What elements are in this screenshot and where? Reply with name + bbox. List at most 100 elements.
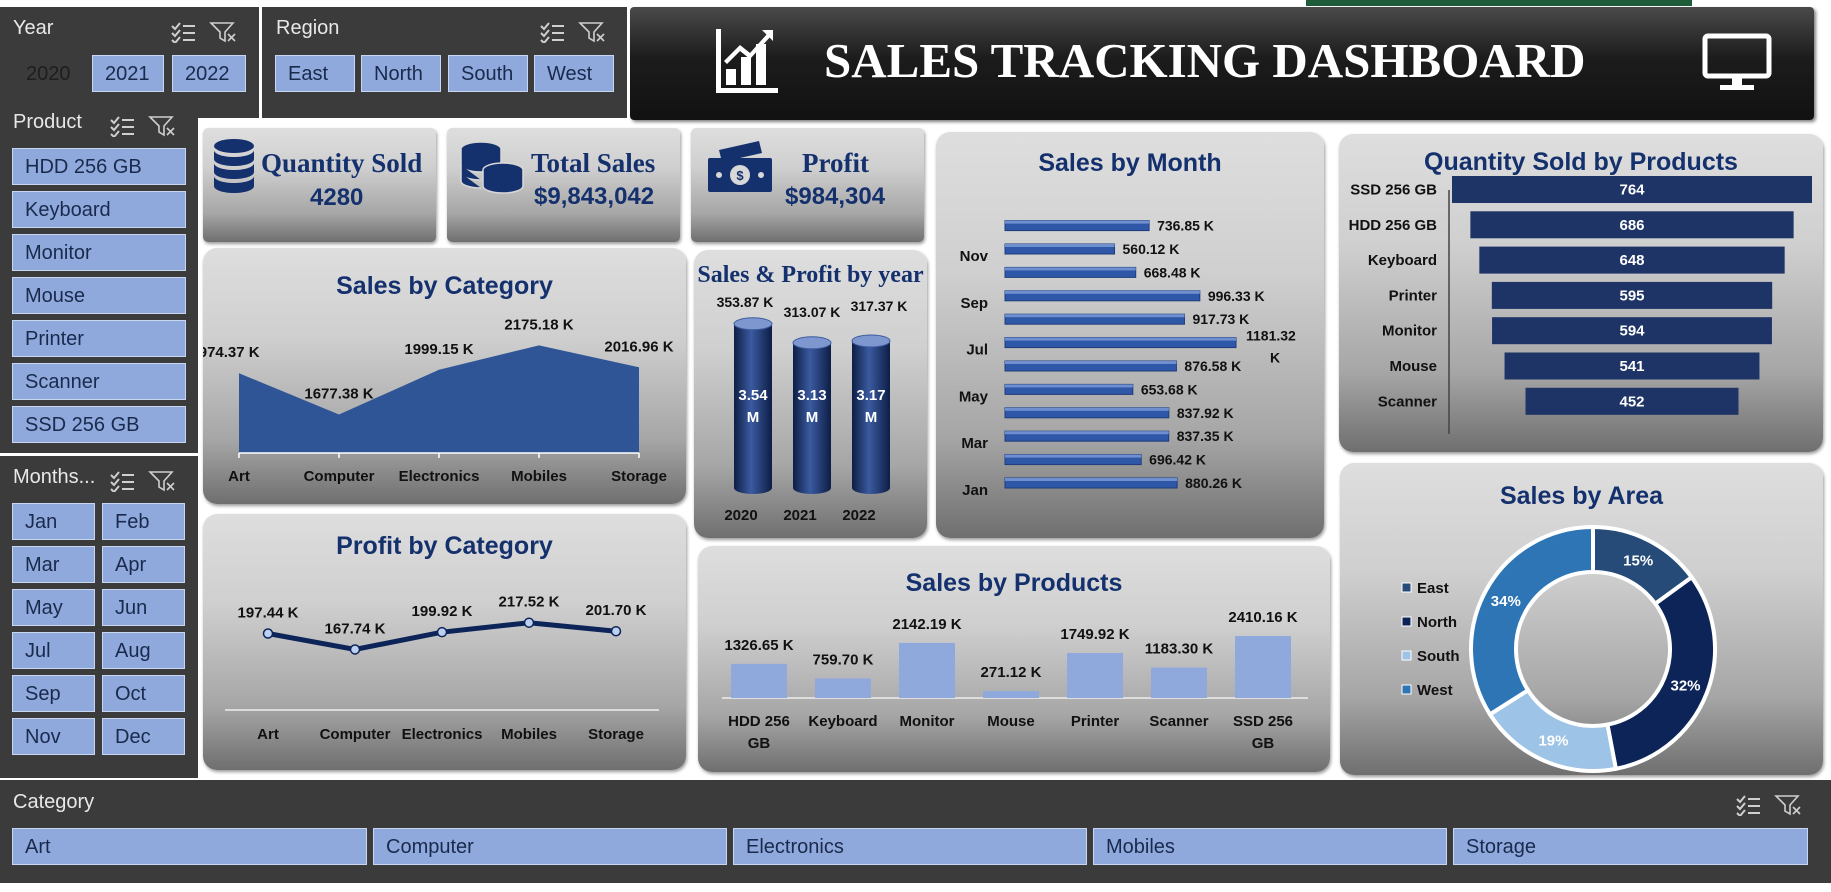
data-label: 1677.38 K	[304, 385, 373, 402]
sales-value-label: 3.13	[797, 387, 826, 404]
sales-category-area	[239, 345, 639, 453]
category-art[interactable]: Art	[12, 828, 367, 865]
product-keyboard[interactable]: Keyboard	[12, 191, 186, 228]
page-title: SALES TRACKING DASHBOARD	[824, 33, 1586, 88]
month-bar-highlight	[1005, 407, 1169, 411]
qty-bar	[1479, 246, 1785, 274]
data-label: 452	[1619, 393, 1644, 410]
category-storage[interactable]: Storage	[1453, 828, 1808, 865]
region-west[interactable]: West	[534, 55, 614, 92]
region-east[interactable]: East	[275, 55, 355, 92]
multiselect-icon[interactable]	[170, 21, 238, 45]
x-tick-label: Art	[228, 468, 250, 485]
year-2022[interactable]: 2022	[172, 55, 246, 92]
kpi-profit-value: $984,304	[785, 183, 886, 210]
data-label: 1181.32	[1246, 328, 1296, 344]
multiselect-icon[interactable]	[539, 21, 607, 45]
data-label: 880.26 K	[1185, 475, 1242, 491]
data-label: 648	[1619, 252, 1644, 269]
month-may[interactable]: May	[12, 589, 95, 626]
data-label: 560.12 K	[1123, 241, 1180, 257]
x-tick-label: HDD 256	[728, 713, 790, 730]
legend-label: North	[1417, 614, 1457, 631]
month-apr[interactable]: Apr	[102, 546, 185, 583]
cylinder-top	[733, 317, 773, 331]
sales-profit-year-card: Sales & Profit by year 3.54 M 353.87 K 2020…	[694, 250, 927, 538]
month-bar-highlight	[1005, 267, 1136, 271]
year-slicer-title: Year	[13, 17, 54, 39]
multiselect-icon[interactable]	[1735, 794, 1803, 818]
months-slicer-title: Months...	[13, 466, 96, 488]
month-dec[interactable]: Dec	[102, 718, 185, 755]
product-bar	[1151, 667, 1207, 698]
month-jun[interactable]: Jun	[102, 589, 185, 626]
month-jan[interactable]: Jan	[12, 503, 95, 540]
x-tick-label: Storage	[611, 468, 667, 485]
data-label: 541	[1619, 358, 1644, 375]
data-label: 2175.18 K	[504, 316, 573, 333]
product-printer[interactable]: Printer	[12, 320, 186, 357]
year-2021[interactable]: 2021	[92, 55, 164, 92]
category-electronics[interactable]: Electronics	[733, 828, 1087, 865]
y-tick-label: Printer	[1389, 287, 1438, 304]
data-label: 197.44 K	[238, 605, 299, 622]
x-tick-label: Art	[257, 726, 279, 743]
x-tick-label: Computer	[304, 468, 375, 485]
sales-by-products-card: Sales by Products 1326.65 K HDD 256 GB 759.…	[698, 546, 1330, 772]
y-tick-label: SSD 256 GB	[1350, 182, 1437, 199]
monitor-icon	[1702, 33, 1772, 90]
data-label: 668.48 K	[1144, 264, 1201, 280]
kpi-sales-label: Total Sales	[531, 148, 656, 178]
month-aug[interactable]: Aug	[102, 632, 185, 669]
product-bar	[1235, 636, 1291, 698]
quantity-by-products-card: Quantity Sold by Products 764 SSD 256 GB 6…	[1339, 134, 1823, 452]
slicer-icons	[539, 21, 607, 45]
sales-by-area-title: Sales by Area	[1499, 482, 1664, 510]
y-tick-label: Mouse	[1389, 358, 1437, 375]
legend-label: West	[1417, 682, 1453, 699]
x-tick-label: Keyboard	[808, 713, 877, 730]
sales-by-month-card: Sales by Month 880.26 K Jan 696.42 K 837.35…	[936, 132, 1324, 538]
month-sep[interactable]: Sep	[12, 675, 95, 712]
product-monitor[interactable]: Monitor	[12, 234, 186, 271]
slicer-icons	[109, 470, 177, 494]
category-mobiles[interactable]: Mobiles	[1093, 828, 1447, 865]
slicer-icons	[1735, 794, 1803, 818]
product-scanner[interactable]: Scanner	[12, 363, 186, 400]
product-hdd[interactable]: HDD 256 GB	[12, 148, 186, 185]
month-feb[interactable]: Feb	[102, 503, 185, 540]
slicer-icons	[170, 21, 238, 45]
product-bar	[1067, 652, 1123, 698]
year-2020[interactable]: 2020	[26, 63, 71, 85]
month-mar[interactable]: Mar	[12, 546, 95, 583]
year-slicer: Year 2020 2021 2022	[0, 7, 259, 118]
multiselect-icon[interactable]	[109, 115, 177, 139]
y-tick-label: HDD 256 GB	[1349, 217, 1438, 234]
months-slicer: Months... Jan Feb Mar Apr May Jun Jul Au…	[0, 456, 198, 778]
data-label: 2410.16 K	[1228, 609, 1297, 626]
region-south[interactable]: South	[448, 55, 528, 92]
x-tick-label: Electronics	[402, 726, 483, 743]
year-cylinder	[793, 342, 831, 494]
multiselect-icon[interactable]	[109, 470, 177, 494]
month-oct[interactable]: Oct	[102, 675, 185, 712]
slice-label: 32%	[1670, 678, 1700, 695]
kpi-sales-card: Total Sales $9,843,042	[447, 128, 680, 242]
product-mouse[interactable]: Mouse	[12, 277, 186, 314]
month-nov[interactable]: Nov	[12, 718, 95, 755]
category-computer[interactable]: Computer	[373, 828, 727, 865]
x-tick-label: 2022	[842, 507, 875, 524]
month-bar-highlight	[1005, 454, 1142, 458]
kpi-profit-label: Profit	[802, 148, 869, 178]
data-label: 167.74 K	[325, 620, 386, 637]
product-bar	[815, 678, 871, 698]
year-cylinder	[852, 340, 890, 494]
product-ssd[interactable]: SSD 256 GB	[12, 406, 186, 443]
y-tick-label: Nov	[960, 248, 989, 265]
data-label: 595	[1619, 287, 1644, 304]
month-jul[interactable]: Jul	[12, 632, 95, 669]
region-north[interactable]: North	[361, 55, 441, 92]
region-slicer: Region East North South West	[262, 7, 627, 118]
x-tick-label: SSD 256	[1233, 713, 1293, 730]
month-bar-highlight	[1005, 290, 1200, 294]
